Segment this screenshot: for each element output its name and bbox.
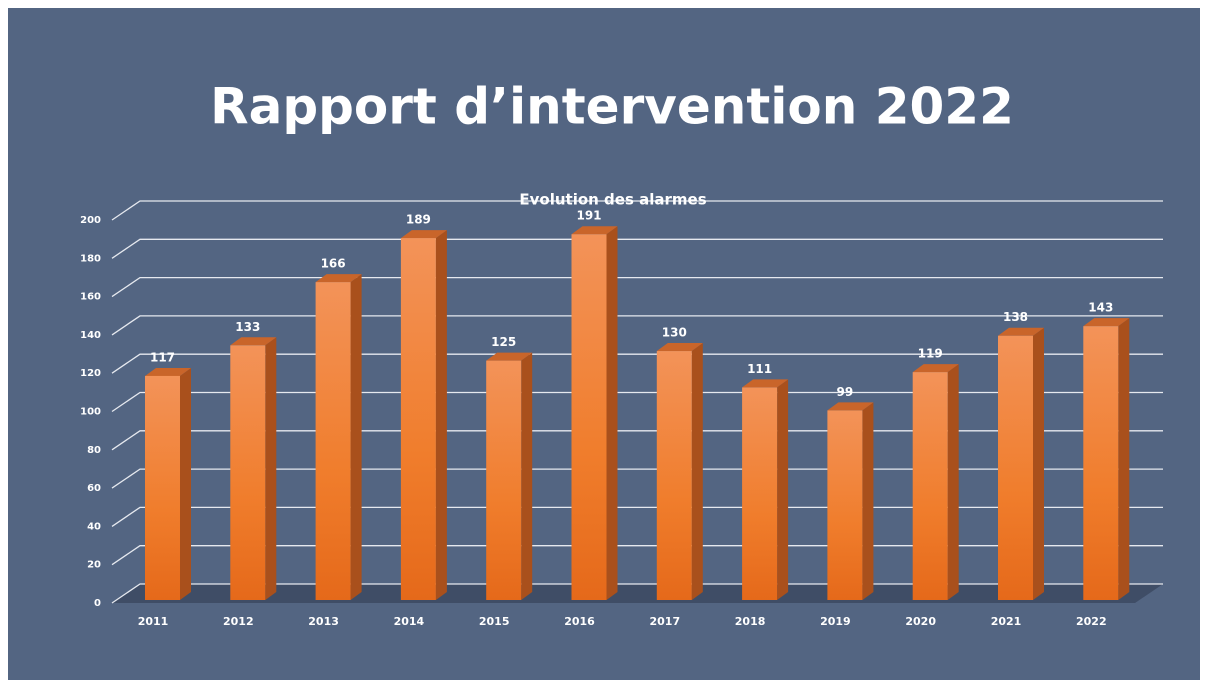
x-tick-label: 2018 [735, 615, 766, 628]
x-tick-label: 2014 [394, 615, 425, 628]
grid-line [111, 468, 1163, 489]
data-label: 130 [662, 326, 687, 340]
bar-side [777, 379, 789, 600]
bar-top [656, 343, 703, 352]
x-tick-label: 2011 [138, 615, 169, 628]
data-label: 191 [576, 209, 601, 223]
bar [230, 345, 266, 600]
bar [1083, 326, 1119, 600]
y-tick-label: 140 [80, 330, 101, 341]
bar-side [606, 226, 618, 601]
grid-line [111, 506, 1163, 527]
x-tick-label: 2016 [564, 615, 595, 628]
grid-line [111, 238, 1163, 259]
grid-line [111, 391, 1163, 413]
data-label: 117 [150, 350, 175, 364]
bar-side [862, 402, 874, 600]
y-tick-label: 20 [87, 560, 101, 571]
bar [742, 387, 778, 600]
bar [998, 335, 1033, 600]
x-tick-label: 2013 [308, 615, 339, 628]
x-tick-label: 2021 [991, 615, 1022, 628]
x-tick-label: 2020 [905, 615, 936, 628]
bar [400, 238, 436, 600]
bar-top [827, 402, 874, 411]
bar-top [912, 364, 959, 373]
data-label: 138 [1003, 310, 1028, 324]
x-tick-label: 2022 [1076, 615, 1107, 628]
x-tick-label: 2017 [649, 615, 680, 628]
bar-top [230, 337, 277, 346]
grid-line [111, 583, 1163, 604]
grid-line [111, 276, 1163, 298]
data-label: 133 [235, 320, 260, 334]
bar [912, 372, 948, 600]
chart-floor [112, 584, 1163, 603]
bar-top [742, 379, 789, 388]
data-label: 166 [321, 257, 346, 271]
bar-side [691, 343, 703, 600]
chart-title: Evolution des alarmes [519, 191, 706, 209]
y-tick-label: 100 [80, 407, 101, 418]
x-tick-label: 2015 [479, 615, 510, 628]
bars: 117 133 166 189 125 191 130 111 99 119 138 143 [145, 209, 1130, 601]
data-label: 99 [837, 385, 854, 399]
bar-top [400, 230, 447, 239]
y-tick-label: 60 [87, 483, 101, 494]
bar-side [1033, 327, 1044, 600]
data-label: 143 [1088, 301, 1113, 315]
bar-top [315, 274, 362, 283]
data-label: 189 [406, 213, 431, 227]
y-tick-label: 200 [80, 215, 101, 226]
bar [486, 360, 522, 600]
data-label: 111 [747, 362, 772, 376]
grid-line [111, 353, 1163, 374]
bar-top [145, 367, 191, 376]
grid-line [111, 315, 1163, 336]
grid-line [111, 545, 1163, 566]
bar-side [180, 367, 191, 600]
bar-top [571, 226, 618, 235]
y-tick-label: 180 [80, 253, 101, 264]
slide-title: Rapport d’intervention 2022 [210, 78, 1014, 136]
x-tick-label: 2012 [223, 615, 254, 628]
bar-side [521, 352, 533, 600]
y-tick-label: 40 [87, 521, 101, 532]
bar-side [1118, 318, 1130, 600]
bar [656, 351, 692, 600]
bar-side [947, 364, 959, 600]
y-tick-label: 0 [94, 598, 101, 609]
x-tick-label: 2019 [820, 615, 851, 628]
y-tick-label: 80 [87, 445, 101, 456]
grid-line [111, 430, 1163, 451]
y-tick-label: 120 [80, 368, 101, 379]
bar [827, 410, 863, 600]
grid: 0 20 40 60 80 100 120 140 160 180 200 [80, 200, 1163, 609]
bar-top [998, 327, 1044, 336]
data-label: 119 [918, 347, 943, 361]
bar-side [265, 337, 277, 600]
bar [145, 375, 180, 600]
bar-top [1083, 318, 1130, 327]
data-label: 125 [491, 335, 516, 349]
bar-top [486, 352, 533, 361]
bar-side [350, 274, 362, 600]
bar-side [435, 230, 447, 600]
grid-line [111, 200, 1163, 221]
bar [571, 234, 607, 601]
bar [315, 282, 351, 600]
y-tick-label: 160 [80, 292, 101, 303]
